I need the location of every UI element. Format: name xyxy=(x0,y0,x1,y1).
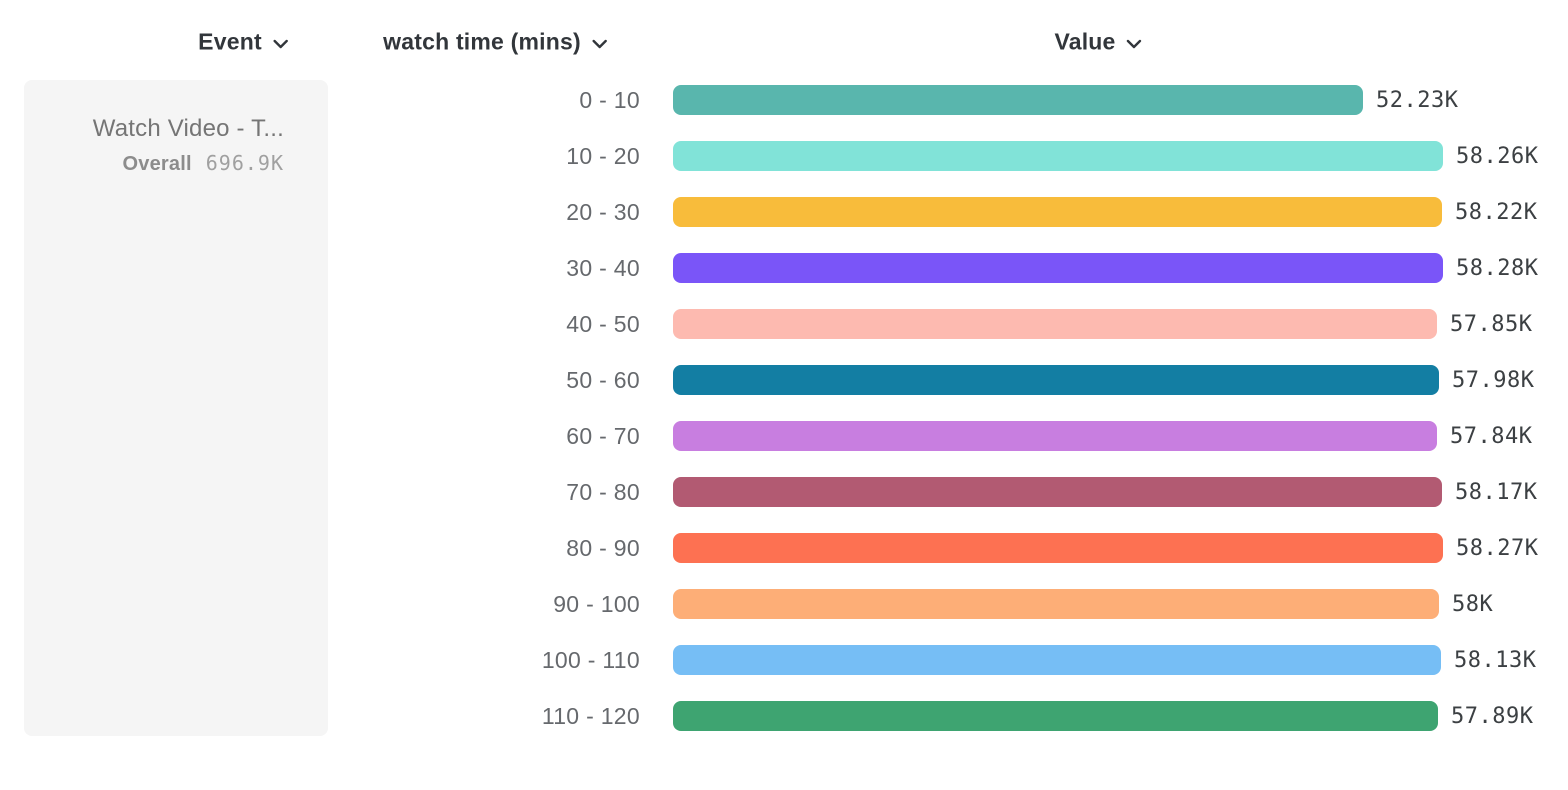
bar-row: 80 - 90 58.27K xyxy=(0,533,1538,563)
bar-row: 90 - 100 58K xyxy=(0,589,1493,619)
column-header-value-dropdown[interactable]: Value xyxy=(1054,28,1142,56)
bar-value: 58.28K xyxy=(1456,255,1539,281)
bar-value: 58.27K xyxy=(1456,535,1539,561)
bar-value: 58.13K xyxy=(1454,647,1537,673)
bar-value: 57.85K xyxy=(1450,311,1533,337)
bar-row: 70 - 80 58.17K xyxy=(0,477,1537,507)
column-header-breakdown-label: watch time (mins) xyxy=(383,28,581,55)
bar-row: 40 - 50 57.85K xyxy=(0,309,1532,339)
bar-row: 110 - 120 57.89K xyxy=(0,701,1533,731)
bar-value: 58.26K xyxy=(1456,143,1539,169)
bar[interactable] xyxy=(673,533,1443,563)
bar[interactable] xyxy=(673,197,1442,227)
chevron-down-icon xyxy=(1126,39,1142,48)
bar-label: 60 - 70 xyxy=(566,422,640,449)
bar-row: 100 - 110 58.13K xyxy=(0,645,1536,675)
bar-label: 20 - 30 xyxy=(566,198,640,225)
bar-label: 110 - 120 xyxy=(541,702,640,729)
bar-label: 10 - 20 xyxy=(566,142,640,169)
bar[interactable] xyxy=(673,141,1443,171)
bar-label: 90 - 100 xyxy=(553,590,640,617)
bar[interactable] xyxy=(673,421,1437,451)
bar-label: 30 - 40 xyxy=(566,254,640,281)
bar[interactable] xyxy=(673,589,1439,619)
bar-value: 52.23K xyxy=(1376,87,1459,113)
bar-row: 10 - 20 58.26K xyxy=(0,141,1538,171)
bar-label: 50 - 60 xyxy=(566,366,640,393)
bar-value: 58.17K xyxy=(1455,479,1538,505)
bar-label: 80 - 90 xyxy=(566,534,640,561)
bar-row: 60 - 70 57.84K xyxy=(0,421,1532,451)
column-header-breakdown-dropdown[interactable]: watch time (mins) xyxy=(383,29,607,56)
bar-label: 0 - 10 xyxy=(579,86,640,113)
bar-value: 58.22K xyxy=(1455,199,1538,225)
column-header-event-label: Event xyxy=(198,28,262,55)
bar-label: 40 - 50 xyxy=(566,310,640,337)
bar-value: 57.84K xyxy=(1450,423,1533,449)
chevron-down-icon xyxy=(273,39,288,48)
event-card[interactable]: Watch Video - T... Overall 696.9K xyxy=(24,80,328,736)
bar-label: 70 - 80 xyxy=(566,478,640,505)
bar-row: 0 - 10 52.23K xyxy=(0,85,1458,115)
bar-row: 20 - 30 58.22K xyxy=(0,197,1537,227)
chevron-down-icon xyxy=(592,39,607,48)
bar-row: 30 - 40 58.28K xyxy=(0,253,1538,283)
bar-value: 57.98K xyxy=(1452,367,1535,393)
bar-label: 100 - 110 xyxy=(541,646,640,673)
bar[interactable] xyxy=(673,85,1363,115)
bar[interactable] xyxy=(673,701,1438,731)
overall-value: 696.9K xyxy=(205,151,284,175)
overall-label: Overall xyxy=(122,153,192,175)
event-title: Watch Video - T... xyxy=(92,115,284,142)
bar[interactable] xyxy=(673,309,1437,339)
bar-value: 57.89K xyxy=(1451,703,1534,729)
bar[interactable] xyxy=(673,645,1441,675)
bar-row: 50 - 60 57.98K xyxy=(0,365,1534,395)
bar[interactable] xyxy=(673,477,1442,507)
bar[interactable] xyxy=(673,365,1439,395)
overall-line: Overall 696.9K xyxy=(24,151,284,176)
bar-value: 58K xyxy=(1452,591,1494,617)
column-header-event-dropdown[interactable]: Event xyxy=(198,29,288,56)
bar[interactable] xyxy=(673,253,1443,283)
column-header-value-label: Value xyxy=(1054,28,1116,55)
